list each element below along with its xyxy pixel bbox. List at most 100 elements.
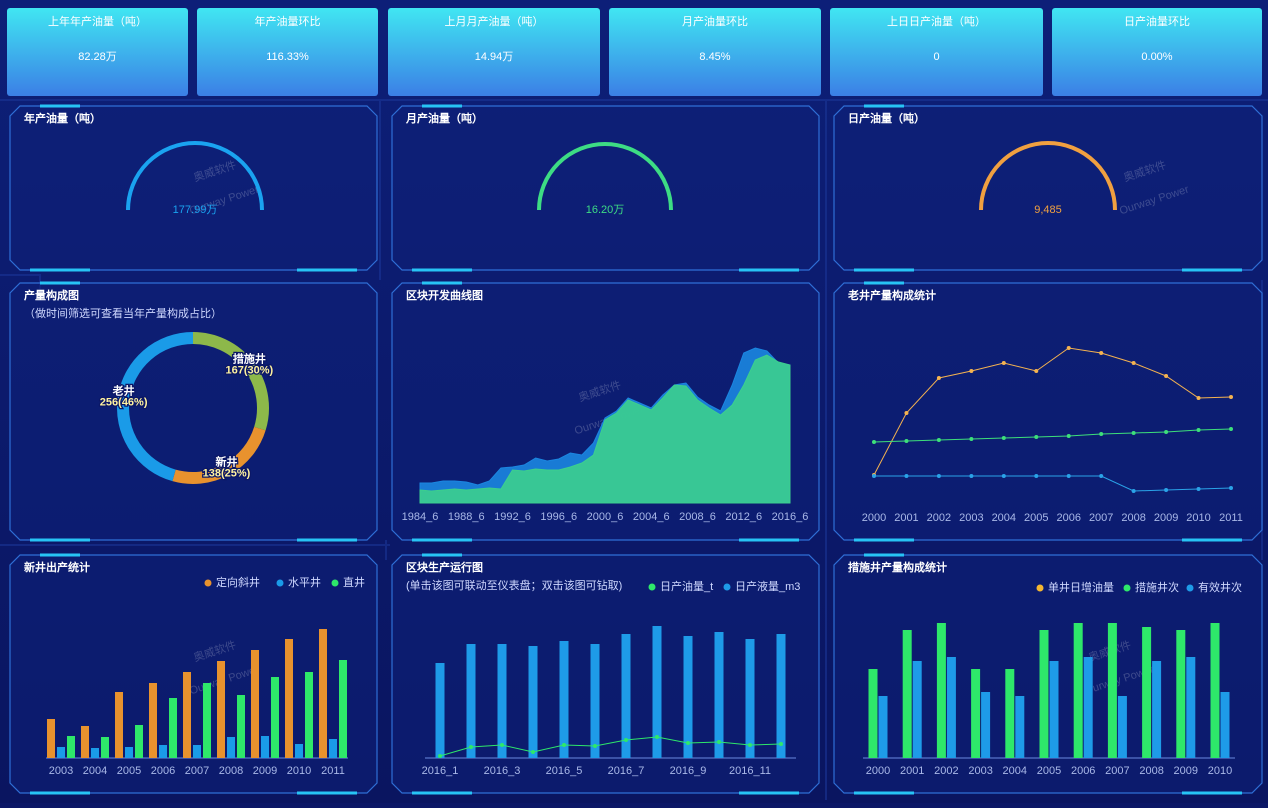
bar — [115, 692, 123, 758]
x-tick-label: 2004 — [1003, 765, 1027, 777]
pie-slice — [192, 332, 269, 431]
panel — [833, 105, 1263, 271]
point — [969, 474, 974, 478]
panel-title: 产量构成图 — [24, 288, 79, 302]
bar — [319, 629, 327, 758]
kpi-value: 0.00% — [1141, 51, 1172, 63]
point — [655, 735, 659, 739]
kpi-card — [7, 8, 188, 96]
legend-marker — [1036, 584, 1044, 592]
bar — [868, 669, 878, 758]
legend-label: 水平井 — [288, 575, 321, 589]
x-tick-label: 2008_6 — [679, 511, 716, 523]
panel — [833, 282, 1263, 541]
bar — [745, 639, 755, 758]
x-tick-label: 2000_6 — [587, 511, 624, 523]
panel-title: 区块开发曲线图 — [406, 288, 483, 302]
bar — [1176, 630, 1186, 758]
point — [1001, 361, 1006, 365]
x-tick-label: 1992_6 — [494, 511, 531, 523]
x-tick-label: 1988_6 — [448, 511, 485, 523]
kpi-value: 116.33% — [266, 51, 309, 63]
legend-marker — [1186, 584, 1194, 592]
bar — [57, 747, 65, 758]
bar — [971, 669, 981, 758]
x-tick-label: 2000 — [866, 765, 890, 777]
gauge-arc — [537, 142, 673, 211]
bar — [652, 626, 662, 758]
bar — [217, 661, 225, 758]
panel-accent — [30, 553, 357, 795]
point — [1164, 488, 1169, 492]
point — [904, 411, 909, 415]
panel-accent — [854, 281, 1242, 542]
panel-title: 年产油量（吨） — [24, 111, 101, 125]
bar — [261, 736, 269, 758]
bar — [285, 639, 293, 758]
point — [438, 754, 442, 758]
point — [1066, 346, 1071, 350]
kpi-label: 月产油量环比 — [682, 14, 748, 28]
x-tick-label: 2007 — [185, 765, 209, 777]
bar — [497, 644, 507, 758]
point — [1229, 427, 1233, 431]
gauge-arc — [126, 141, 264, 211]
panel-title: 措施井产量构成统计 — [848, 560, 947, 574]
panel-accent — [854, 104, 1242, 272]
point — [904, 439, 909, 443]
point — [936, 438, 941, 442]
bar — [183, 672, 191, 758]
x-tick-label: 2001 — [894, 512, 918, 524]
x-tick-label: 2003 — [959, 512, 983, 524]
x-tick-label: 2002 — [934, 765, 958, 777]
x-tick-label: 2011 — [321, 765, 345, 777]
point — [748, 743, 752, 747]
x-tick-label: 2004 — [992, 512, 1016, 524]
x-tick-label: 2010 — [1208, 765, 1232, 777]
point — [1099, 351, 1104, 355]
panel-title: 月产油量（吨） — [405, 111, 483, 125]
bar — [67, 736, 75, 758]
panel-title: 新井出产统计 — [24, 560, 90, 574]
x-tick-label: 2004_6 — [633, 511, 670, 523]
point — [779, 742, 783, 746]
point — [717, 740, 721, 744]
bar — [305, 672, 313, 758]
kpi-card — [1052, 8, 1262, 96]
x-tick-label: 2016_9 — [670, 765, 707, 777]
legend-label: 日产液量_m3 — [735, 579, 800, 593]
line — [874, 475, 1232, 492]
legend-label: 定向斜井 — [216, 575, 260, 589]
x-tick-label: 2001 — [900, 765, 924, 777]
legend-marker — [331, 579, 339, 587]
point — [1034, 369, 1039, 373]
area — [419, 354, 791, 504]
point — [1164, 374, 1169, 378]
point — [969, 437, 974, 441]
point — [969, 369, 974, 373]
point — [1229, 395, 1233, 399]
bar — [1152, 661, 1162, 758]
point — [1001, 436, 1006, 440]
kpi-label: 日产油量环比 — [1124, 14, 1190, 28]
bar — [47, 719, 55, 758]
x-tick-label: 2003 — [968, 765, 992, 777]
bar — [125, 747, 133, 758]
x-tick-label: 2000 — [862, 512, 886, 524]
line — [873, 428, 1232, 443]
panel-title: 日产油量（吨） — [848, 111, 925, 125]
point — [1229, 486, 1233, 490]
panel-accent — [854, 553, 1242, 795]
point — [1131, 489, 1136, 493]
panel — [9, 282, 378, 541]
bar — [339, 660, 347, 758]
panel-accent — [30, 281, 357, 542]
point — [1034, 474, 1039, 478]
point — [500, 743, 504, 747]
slice-label: 138(25%) — [203, 467, 251, 479]
bar — [271, 677, 279, 758]
bar — [159, 745, 167, 758]
bar — [590, 644, 600, 758]
kpi-label: 上日日产油量（吨） — [887, 14, 986, 28]
x-tick-label: 2012_6 — [725, 511, 762, 523]
